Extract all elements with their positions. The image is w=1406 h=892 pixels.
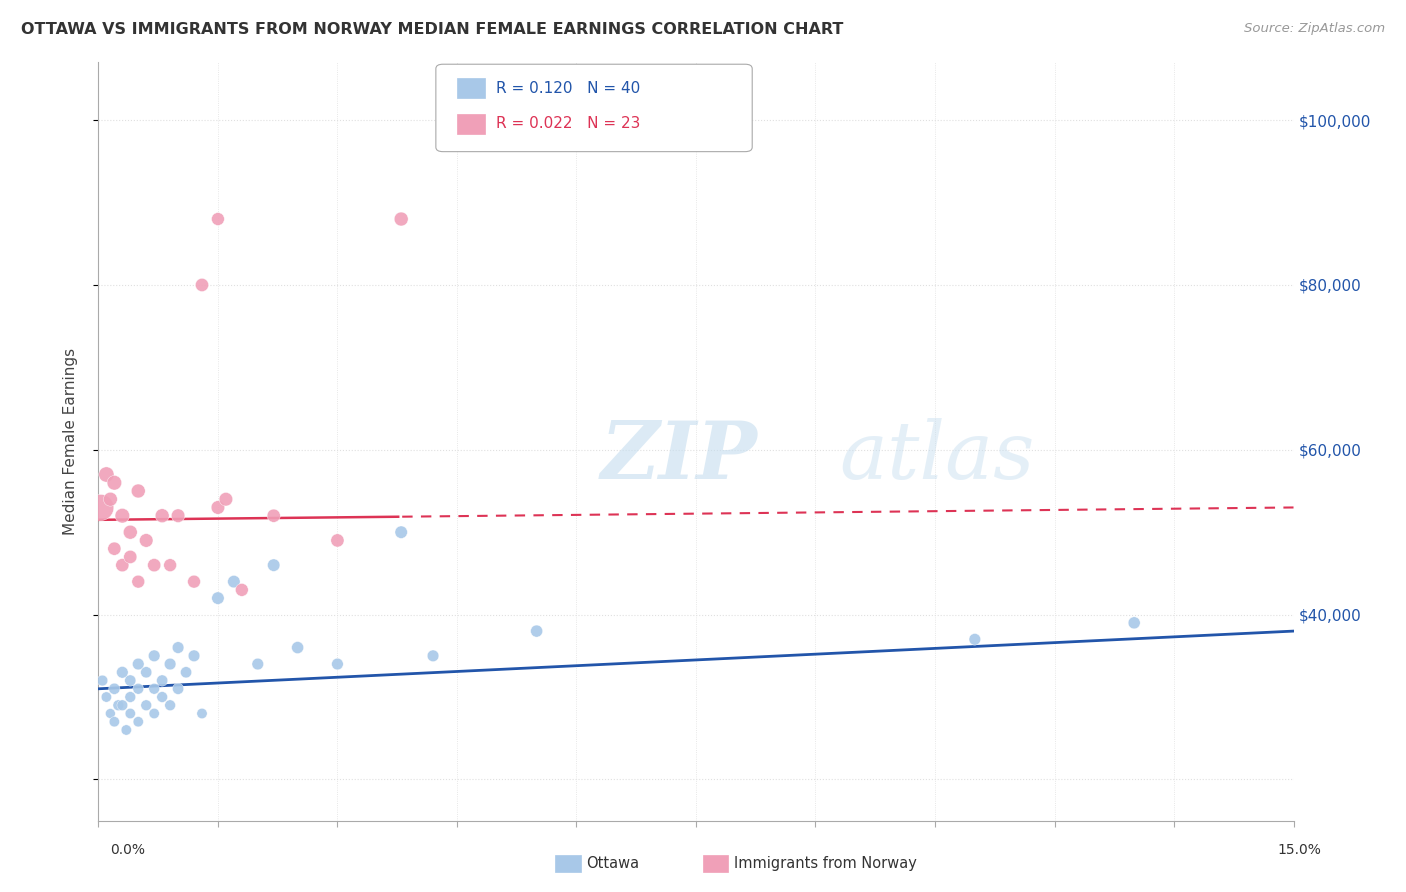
Point — [120, 525, 142, 540]
Point — [167, 640, 190, 655]
Point — [183, 574, 205, 589]
Point — [287, 640, 309, 655]
Point — [143, 706, 166, 721]
Point — [143, 558, 166, 573]
Point — [98, 492, 122, 507]
Point — [150, 673, 173, 688]
Text: 0.0%: 0.0% — [110, 843, 145, 857]
Point — [103, 714, 125, 729]
Point — [115, 723, 138, 737]
Point — [98, 706, 122, 721]
Point — [127, 714, 149, 729]
Point — [143, 681, 166, 696]
Point — [191, 277, 214, 292]
Point — [135, 698, 157, 713]
Point — [526, 624, 548, 639]
Point — [127, 483, 149, 498]
Point — [120, 706, 142, 721]
Point — [215, 492, 238, 507]
Text: R = 0.022   N = 23: R = 0.022 N = 23 — [496, 117, 641, 131]
Text: 15.0%: 15.0% — [1278, 843, 1322, 857]
Point — [326, 533, 349, 548]
Point — [90, 500, 112, 515]
Point — [120, 673, 142, 688]
Point — [127, 681, 149, 696]
Point — [120, 690, 142, 704]
Point — [389, 525, 412, 540]
Y-axis label: Median Female Earnings: Median Female Earnings — [63, 348, 77, 535]
Point — [111, 698, 134, 713]
Point — [231, 582, 253, 597]
Point — [143, 648, 166, 663]
Point — [1123, 615, 1146, 630]
Point — [207, 500, 229, 515]
Point — [183, 648, 205, 663]
Point — [246, 657, 269, 671]
Point — [207, 591, 229, 606]
Text: Source: ZipAtlas.com: Source: ZipAtlas.com — [1244, 22, 1385, 36]
Point — [263, 558, 285, 573]
Text: ZIP: ZIP — [600, 418, 758, 495]
Point — [389, 212, 412, 227]
Point — [135, 665, 157, 680]
Point — [103, 475, 125, 490]
Point — [963, 632, 986, 647]
Text: Ottawa: Ottawa — [586, 856, 640, 871]
Text: atlas: atlas — [839, 418, 1035, 495]
Point — [167, 508, 190, 523]
Point — [150, 690, 173, 704]
Point — [326, 657, 349, 671]
Point — [167, 681, 190, 696]
Point — [222, 574, 245, 589]
Point — [111, 665, 134, 680]
Point — [263, 508, 285, 523]
Point — [111, 508, 134, 523]
Point — [422, 648, 444, 663]
Point — [120, 549, 142, 564]
Point — [207, 212, 229, 227]
Point — [150, 508, 173, 523]
Point — [96, 467, 118, 482]
Point — [107, 698, 129, 713]
Point — [91, 673, 114, 688]
Point — [96, 690, 118, 704]
Point — [127, 574, 149, 589]
Text: R = 0.120   N = 40: R = 0.120 N = 40 — [496, 81, 641, 95]
Point — [159, 698, 181, 713]
Point — [135, 533, 157, 548]
Text: Immigrants from Norway: Immigrants from Norway — [734, 856, 917, 871]
Point — [191, 706, 214, 721]
Text: OTTAWA VS IMMIGRANTS FROM NORWAY MEDIAN FEMALE EARNINGS CORRELATION CHART: OTTAWA VS IMMIGRANTS FROM NORWAY MEDIAN … — [21, 22, 844, 37]
Point — [103, 681, 125, 696]
Point — [103, 541, 125, 556]
Point — [111, 558, 134, 573]
Point — [159, 657, 181, 671]
Point — [127, 657, 149, 671]
Point — [159, 558, 181, 573]
Point — [174, 665, 197, 680]
